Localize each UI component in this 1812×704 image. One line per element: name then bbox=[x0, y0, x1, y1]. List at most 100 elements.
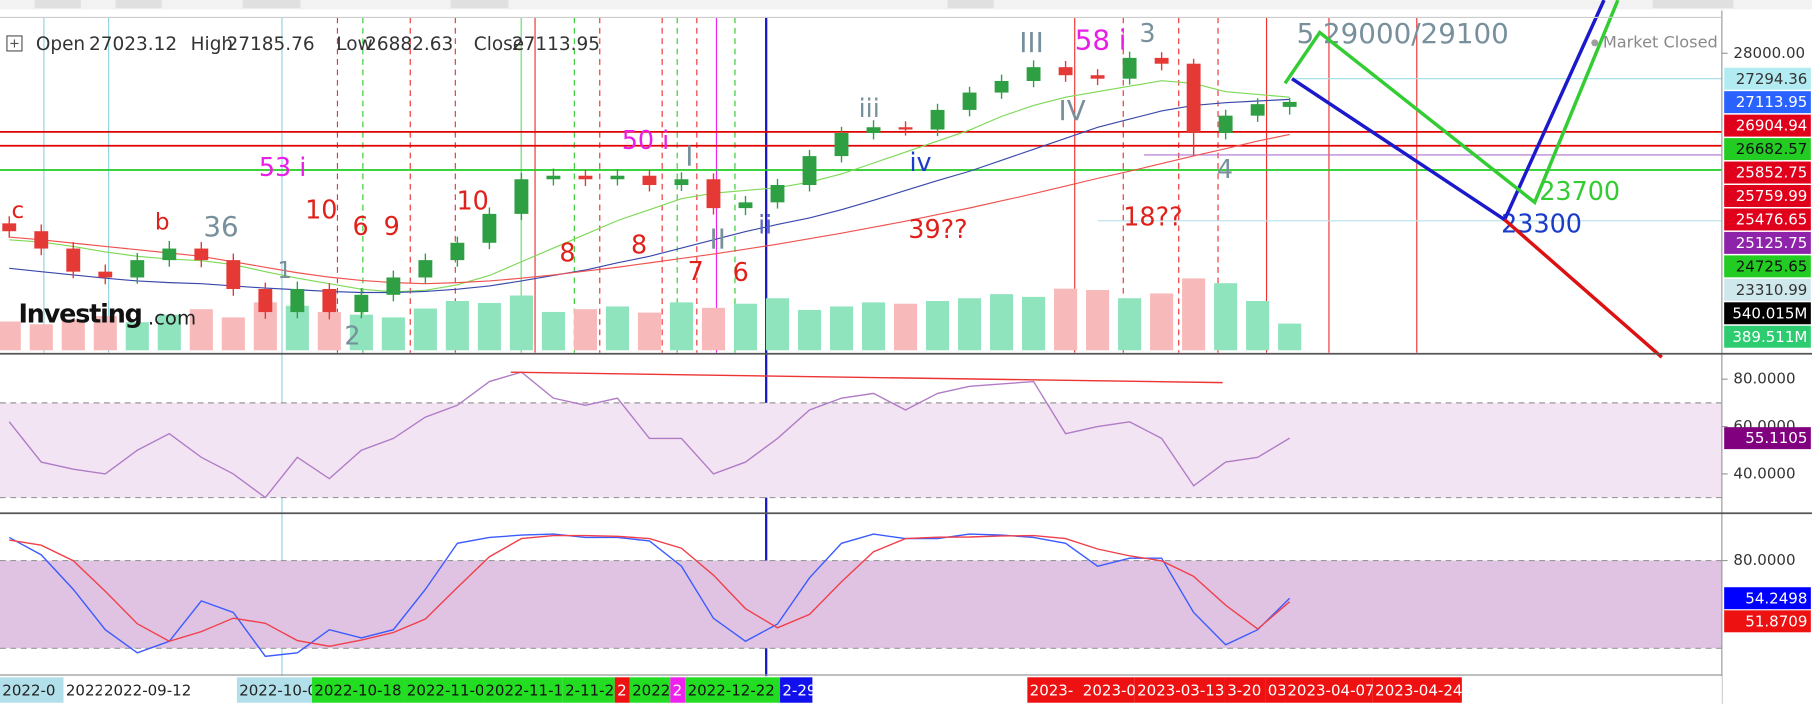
ohlc-label: Low bbox=[336, 34, 372, 55]
date-badge: 2-29 bbox=[782, 682, 816, 700]
annotation: 5 29000/29100 bbox=[1297, 17, 1509, 50]
volume-bar bbox=[958, 298, 982, 351]
date-badge-bg bbox=[1372, 677, 1462, 703]
price-label-bg bbox=[1724, 231, 1811, 254]
date-badge: 2023-03-13 bbox=[1137, 682, 1224, 700]
price-label-bg bbox=[1724, 161, 1811, 184]
volume-bar bbox=[1214, 283, 1238, 351]
volume-bar bbox=[1278, 323, 1302, 351]
y-tick-label: 40.0000 bbox=[1733, 464, 1795, 482]
ohlc-value: 27023.12 bbox=[89, 34, 177, 55]
date-badge-bg bbox=[483, 677, 563, 703]
candle-body bbox=[290, 288, 305, 313]
date-badge-bg bbox=[404, 677, 484, 703]
candle-body bbox=[450, 242, 465, 261]
candle-body bbox=[994, 80, 1009, 93]
date-badge-bg bbox=[1285, 677, 1373, 703]
price-label-bg bbox=[1724, 185, 1811, 207]
annotation: iv bbox=[909, 147, 931, 177]
volume-bar bbox=[189, 309, 213, 351]
toolbar bbox=[0, 0, 1812, 10]
candle-body bbox=[258, 288, 273, 313]
volume-bar bbox=[669, 302, 694, 351]
annotation: 6 bbox=[733, 257, 749, 287]
annotation: 2 bbox=[344, 321, 360, 351]
last-value-label: 55.1105 bbox=[1745, 429, 1807, 447]
annotation: 39?? bbox=[908, 214, 967, 244]
volume-bar bbox=[1150, 293, 1174, 351]
volume-bar bbox=[573, 309, 597, 351]
drawings bbox=[0, 17, 1722, 682]
annotation: 6 bbox=[352, 211, 368, 241]
price-label: 25759.99 bbox=[1736, 187, 1808, 205]
candle-body bbox=[706, 179, 721, 209]
indicator-line bbox=[8, 371, 1291, 499]
y-tick-label: 80.0000 bbox=[1733, 551, 1795, 569]
date-badge: 2023-04-07 bbox=[1287, 682, 1374, 700]
annotation: 23700 bbox=[1539, 176, 1620, 206]
band bbox=[0, 402, 1722, 498]
moving-average bbox=[9, 98, 1290, 294]
date-badge: 03 bbox=[1268, 682, 1287, 700]
candle-body bbox=[546, 175, 561, 180]
annotation: 8 bbox=[631, 229, 647, 259]
date-badge-bg bbox=[1134, 677, 1225, 703]
date-badge-bg bbox=[629, 677, 671, 703]
annotation: iii bbox=[859, 93, 880, 123]
annotation: 8 bbox=[559, 237, 575, 267]
ohlc-label: Close bbox=[474, 34, 524, 55]
candle-body bbox=[930, 109, 945, 130]
indicator-line bbox=[8, 533, 1291, 658]
candle-body bbox=[1090, 75, 1105, 79]
annotation: b bbox=[155, 210, 170, 236]
volume-bar bbox=[413, 308, 437, 351]
y-tick-label: 80.0000 bbox=[1733, 370, 1795, 388]
candle-body bbox=[1218, 115, 1233, 134]
candle-body bbox=[802, 156, 817, 186]
annotation: 3 bbox=[1139, 18, 1155, 48]
date-badge: 2 bbox=[673, 682, 683, 700]
last-value-label-bg bbox=[1724, 587, 1811, 610]
date-badge-bg bbox=[1027, 677, 1081, 703]
annotation: Market Closed bbox=[1603, 32, 1718, 51]
annotation: 9 bbox=[384, 211, 400, 241]
date-badge-bg bbox=[101, 677, 199, 703]
candle-body bbox=[674, 179, 689, 186]
candle-body bbox=[898, 127, 913, 130]
annotation: 10 bbox=[305, 195, 337, 225]
last-value-label-bg bbox=[1724, 610, 1811, 633]
date-badge: 2022-12-22 bbox=[688, 682, 775, 700]
annotation: IV bbox=[1059, 94, 1086, 127]
moving-average bbox=[9, 80, 1290, 293]
date-badge-bg bbox=[1265, 677, 1286, 703]
volume-bar bbox=[829, 306, 854, 351]
ohlc-value: 27113.95 bbox=[512, 34, 600, 55]
candle-body bbox=[1122, 57, 1137, 79]
candle-body bbox=[226, 260, 241, 289]
volume-bar bbox=[1118, 298, 1142, 351]
annotation: ii bbox=[758, 210, 772, 240]
volume-bar bbox=[925, 300, 950, 351]
price-label-bg bbox=[1724, 67, 1811, 90]
ohlc-value: 27185.76 bbox=[227, 34, 315, 55]
date-badge: 3-20 bbox=[1227, 682, 1261, 700]
ohlc-label: High bbox=[191, 34, 233, 55]
candle-body bbox=[162, 248, 177, 261]
candle-body bbox=[1026, 67, 1041, 81]
date-badge: 2022-11-15 bbox=[485, 682, 572, 700]
date-badge-bg bbox=[670, 677, 686, 703]
price-label-bg bbox=[1724, 138, 1811, 161]
candle-body bbox=[578, 175, 593, 180]
watermark-suffix: .com bbox=[148, 307, 196, 330]
volume-bar bbox=[0, 321, 21, 351]
volume-bar bbox=[605, 306, 629, 351]
candle-body bbox=[98, 271, 113, 278]
volume-bar bbox=[477, 303, 501, 351]
candle-body bbox=[34, 231, 49, 249]
candle-body bbox=[1186, 63, 1201, 134]
volume-bar bbox=[893, 303, 918, 351]
annotation: 36 bbox=[203, 210, 238, 243]
price-label: 23310.99 bbox=[1736, 281, 1808, 299]
volume-bar bbox=[61, 319, 85, 351]
